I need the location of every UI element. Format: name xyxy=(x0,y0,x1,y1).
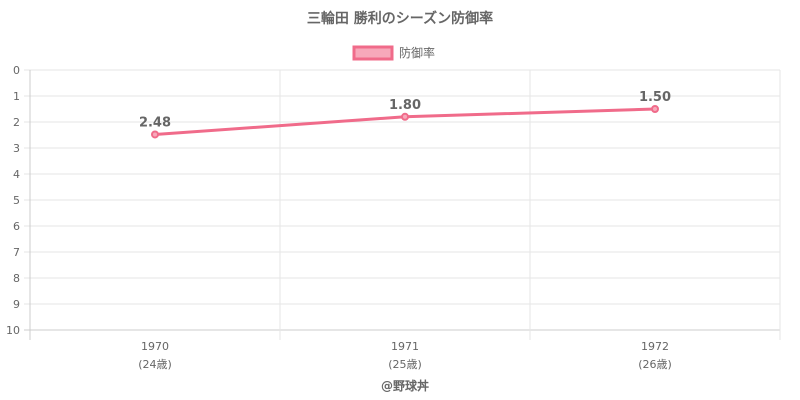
data-label: 1.80 xyxy=(389,98,421,113)
data-point xyxy=(151,130,159,139)
y-tick-label: 3 xyxy=(13,142,20,155)
x-tick-sublabel: (25歳) xyxy=(388,358,422,371)
y-tick-label: 6 xyxy=(13,220,20,233)
data-point xyxy=(401,112,409,121)
grid xyxy=(24,69,781,340)
x-tick-label: 1970 xyxy=(141,340,169,353)
data-point xyxy=(651,105,659,113)
series-line xyxy=(151,105,659,139)
y-tick-label: 7 xyxy=(13,246,20,259)
data-label: 2.48 xyxy=(139,115,171,130)
legend-label: 防御率 xyxy=(399,45,435,60)
y-tick-label: 4 xyxy=(13,168,20,181)
data-labels: 2.48 1.80 1.50 xyxy=(139,90,671,130)
x-axis: 1970 (24歳) 1971 (25歳) 1972 (26歳) xyxy=(138,340,672,371)
y-tick-label: 1 xyxy=(13,90,20,103)
x-tick-label: 1971 xyxy=(391,340,419,353)
y-tick-label: 2 xyxy=(13,116,20,129)
data-label: 1.50 xyxy=(639,90,671,105)
y-tick-label: 9 xyxy=(13,298,20,311)
x-tick-sublabel: (24歳) xyxy=(138,358,172,371)
legend[interactable]: 防御率 xyxy=(352,45,435,61)
credit-text: @野球丼 xyxy=(381,378,429,393)
chart-title: 三輪田 勝利のシーズン防御率 xyxy=(307,10,493,27)
x-tick-sublabel: (26歳) xyxy=(638,358,672,371)
y-tick-label: 0 xyxy=(13,64,20,77)
y-axis: 0 1 2 3 4 5 6 7 8 9 10 xyxy=(6,64,20,337)
y-tick-label: 5 xyxy=(13,194,20,207)
y-tick-label: 10 xyxy=(6,324,20,337)
x-tick-label: 1972 xyxy=(641,340,669,353)
legend-swatch xyxy=(352,45,394,61)
y-tick-label: 8 xyxy=(13,272,20,285)
